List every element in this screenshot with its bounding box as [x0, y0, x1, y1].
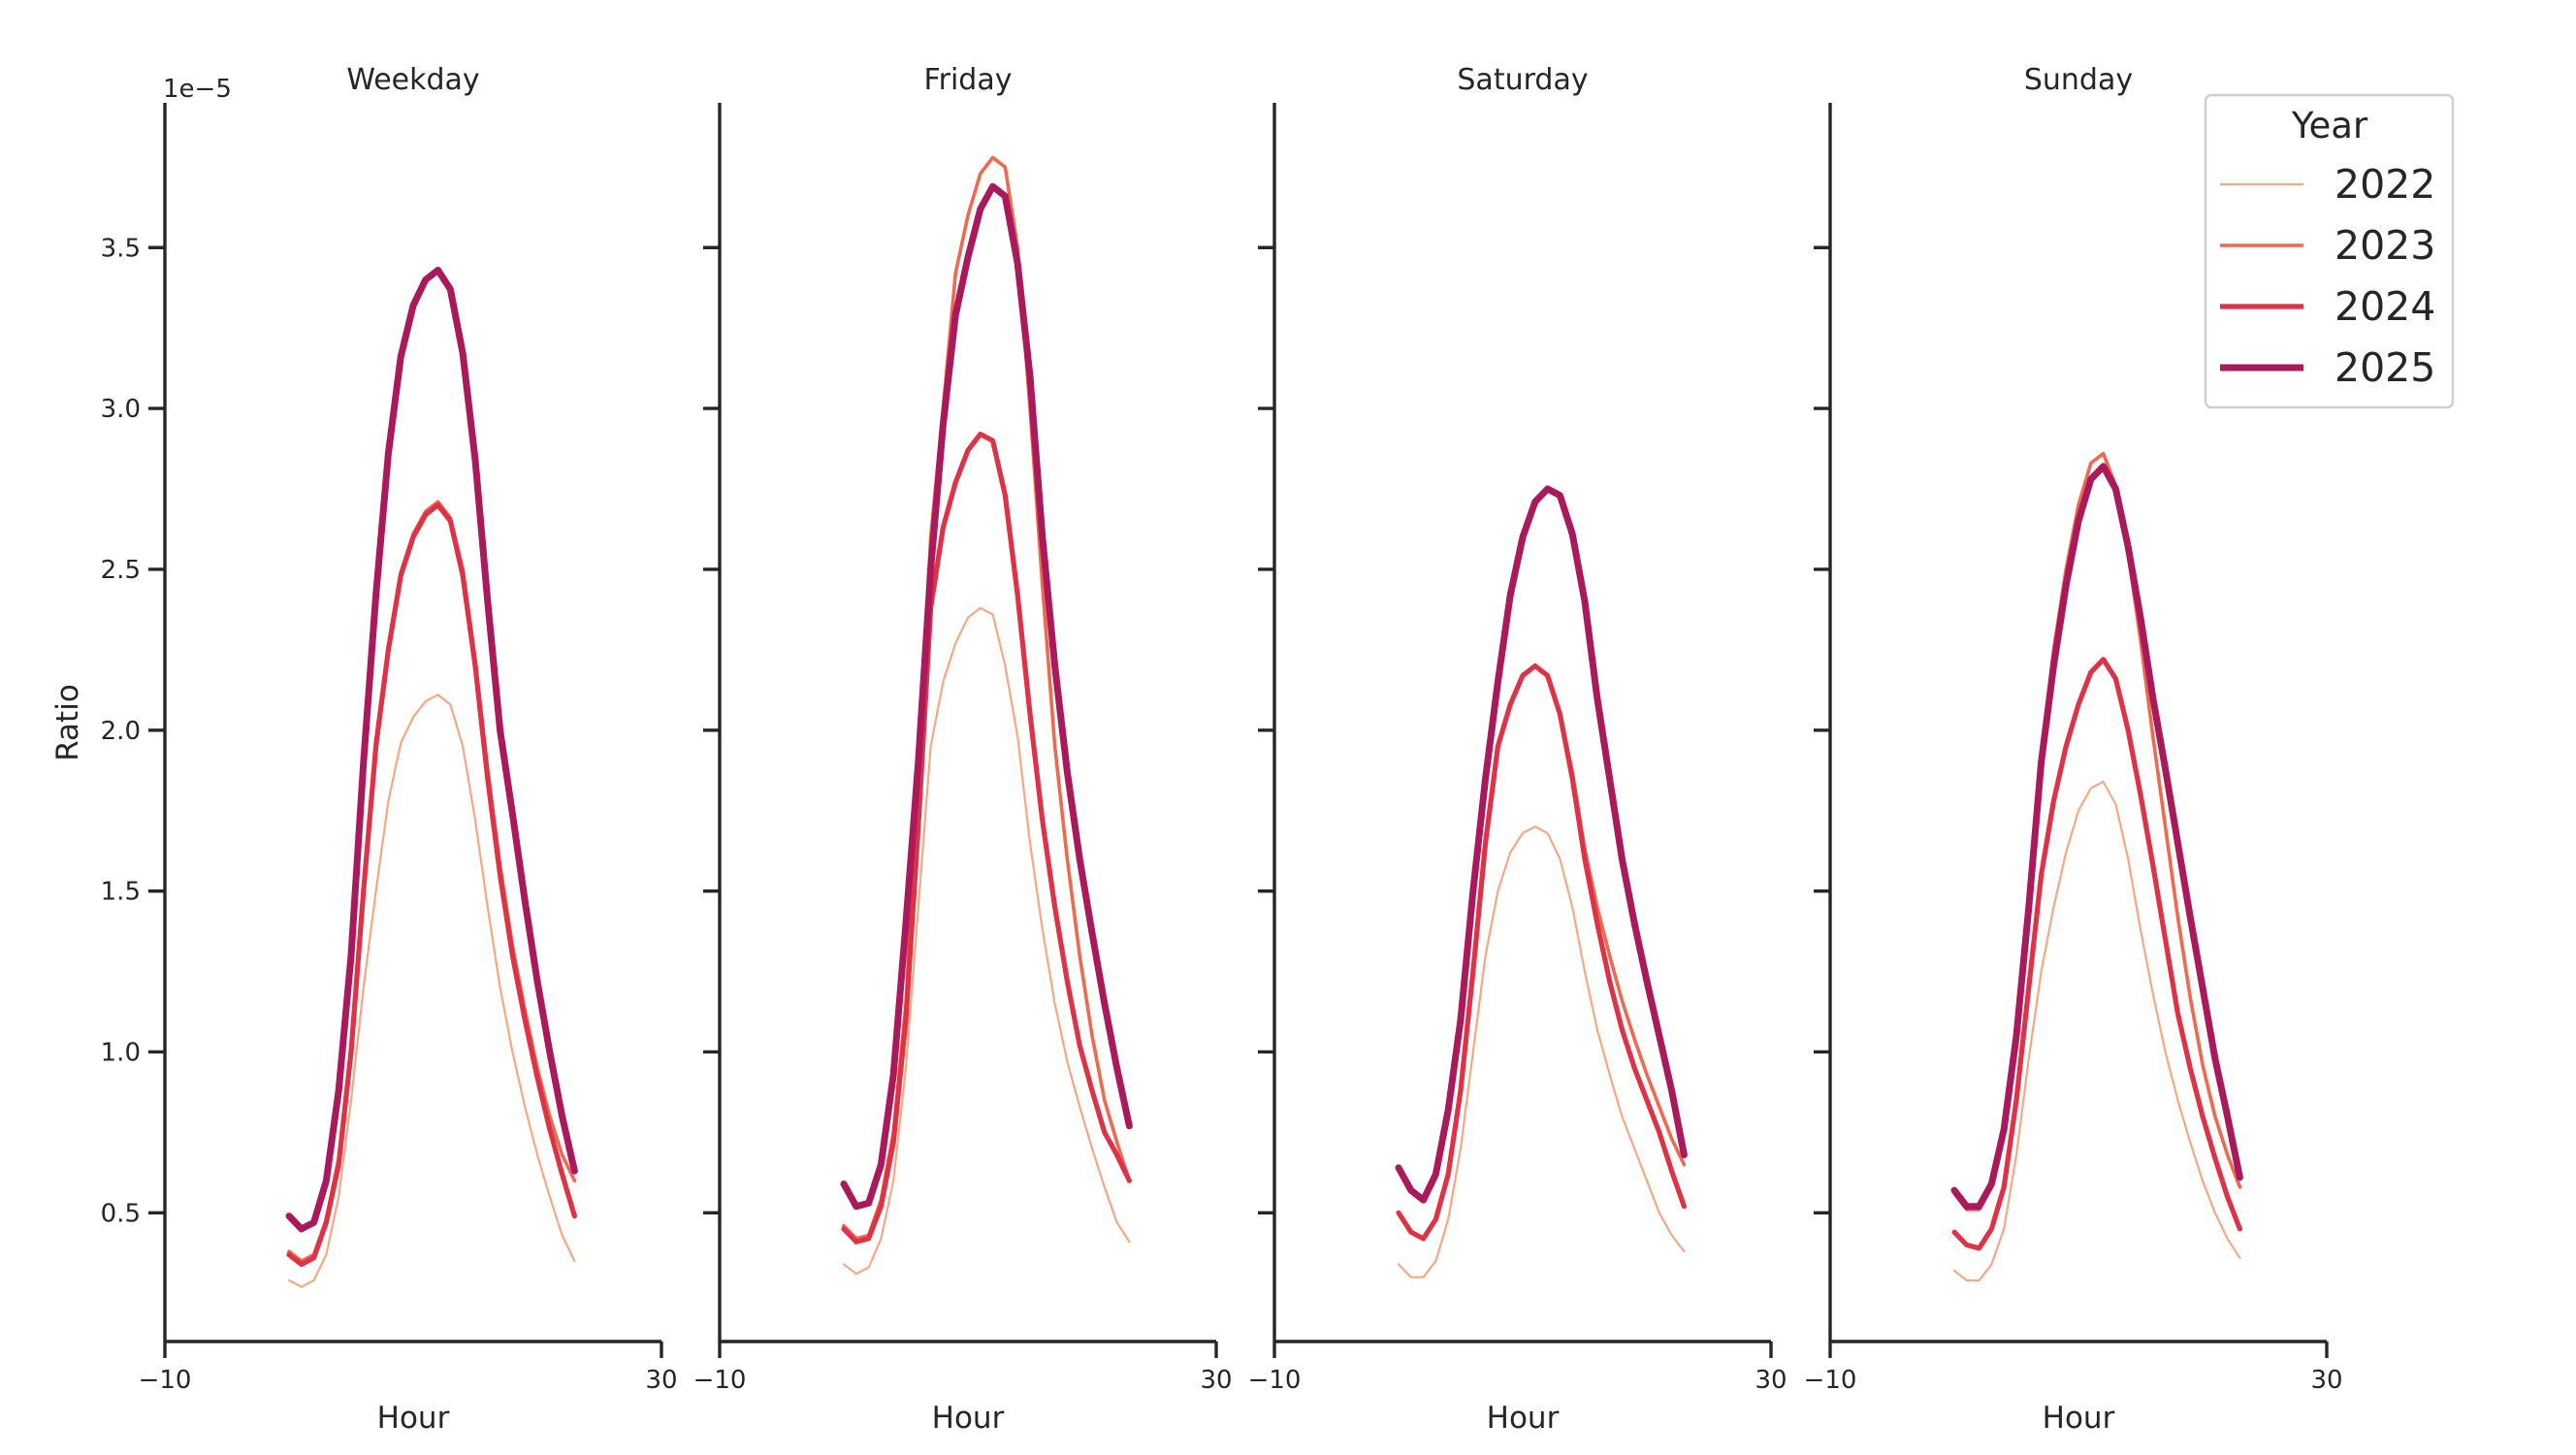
legend: Year 2022 2023 2024 2025 — [2204, 93, 2455, 409]
x-tick-label: 30 — [1200, 1366, 1232, 1395]
legend-label-2022: 2022 — [2334, 161, 2435, 208]
x-tick-label: −10 — [693, 1366, 747, 1395]
legend-title: Year — [2291, 105, 2368, 146]
series-line-2024 — [286, 501, 578, 1268]
y-tick-label: 3.0 — [101, 395, 141, 424]
y-tick-label: 3.5 — [101, 234, 141, 263]
panel-weekday: Weekday 0.5 1.0 1.5 2.0 2.5 3.0 3.5 −10 30 Hour — [101, 63, 678, 1436]
y-tick-label: 1.0 — [101, 1038, 141, 1067]
y-tick-label: 0.5 — [101, 1199, 141, 1228]
legend-label-2025: 2025 — [2334, 344, 2435, 391]
y-offset-label: 1e−5 — [163, 75, 232, 104]
series-line-2025 — [840, 182, 1133, 1211]
x-axis-label: Hour — [2043, 1401, 2115, 1436]
legend-label-2023: 2023 — [2334, 222, 2435, 269]
x-axis-label: Hour — [377, 1401, 450, 1436]
series-line-2024 — [1396, 663, 1688, 1242]
series-line-2025 — [1395, 485, 1688, 1204]
legend-frame — [2204, 93, 2455, 409]
series-line-2025 — [1950, 463, 2243, 1211]
x-axis-label: Hour — [1487, 1401, 1560, 1436]
series-line-2024 — [841, 432, 1133, 1245]
x-axis-label: Hour — [932, 1401, 1005, 1436]
x-tick-label: −10 — [139, 1366, 192, 1395]
y-tick-label: 2.5 — [101, 556, 141, 585]
series-line-2022 — [842, 606, 1131, 1276]
legend-label-2024: 2024 — [2334, 283, 2435, 330]
panel-saturday: Saturday −10 30 Hour — [1248, 63, 1787, 1436]
y-axis-label: Ratio — [50, 684, 85, 761]
y-tick-label: 2.0 — [101, 717, 141, 746]
series-line-2024 — [1951, 657, 2242, 1251]
series-line-2022 — [1952, 780, 2241, 1282]
panel-friday: Friday −10 30 Hour — [693, 63, 1233, 1436]
panel-title: Weekday — [346, 63, 479, 97]
panel-title: Saturday — [1457, 63, 1588, 97]
x-tick-label: 30 — [1755, 1366, 1787, 1395]
y-tick-label: 1.5 — [101, 878, 141, 907]
panel-sunday: Sunday −10 30 Hour — [1804, 63, 2343, 1436]
x-tick-label: 30 — [645, 1366, 677, 1395]
panel-title: Friday — [924, 63, 1013, 97]
series-line-2022 — [287, 694, 576, 1288]
x-tick-label: −10 — [1248, 1366, 1302, 1395]
panel-title: Sunday — [2024, 63, 2133, 97]
x-tick-label: −10 — [1804, 1366, 1857, 1395]
series-line-2022 — [1397, 825, 1686, 1278]
x-tick-label: 30 — [2310, 1366, 2342, 1395]
series-line-2025 — [285, 267, 578, 1233]
